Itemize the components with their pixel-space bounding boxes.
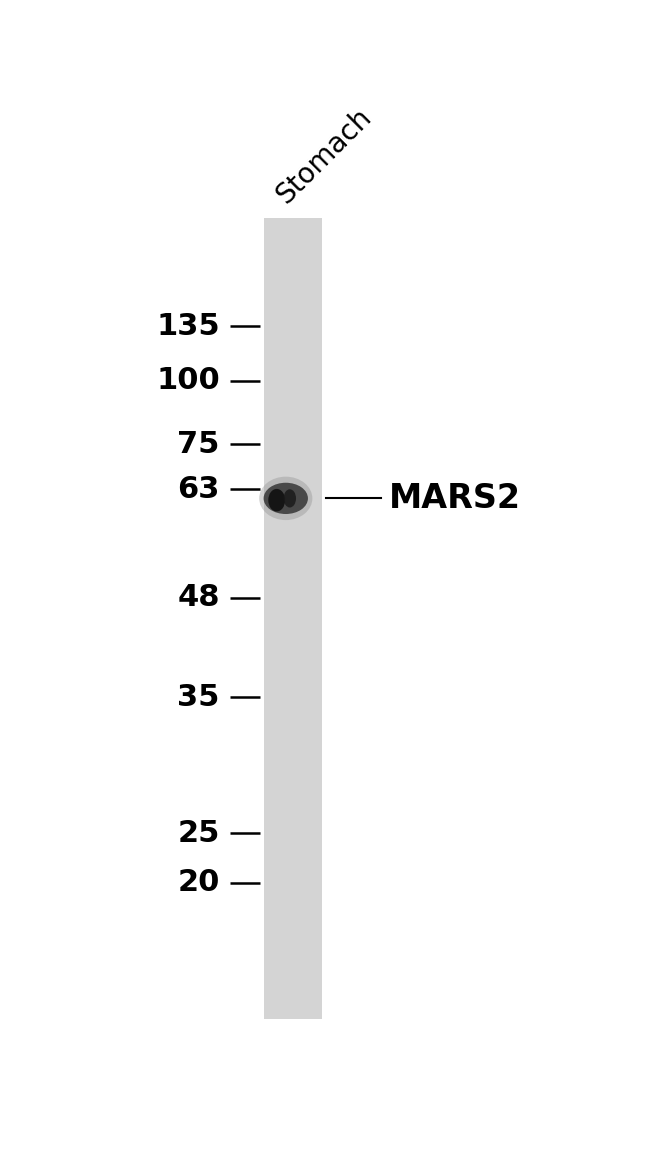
Text: 75: 75 — [177, 430, 220, 458]
Text: MARS2: MARS2 — [389, 482, 521, 515]
Text: 35: 35 — [177, 683, 220, 712]
Text: 135: 135 — [156, 313, 220, 341]
Ellipse shape — [283, 489, 296, 508]
Text: 48: 48 — [177, 584, 220, 612]
Text: 100: 100 — [156, 367, 220, 395]
Text: 63: 63 — [177, 475, 220, 504]
Text: 20: 20 — [177, 868, 220, 898]
Ellipse shape — [264, 483, 308, 513]
Text: 25: 25 — [177, 819, 220, 847]
Text: Stomach: Stomach — [270, 102, 377, 209]
Ellipse shape — [259, 477, 313, 521]
Ellipse shape — [268, 489, 285, 511]
Bar — [264, 217, 322, 1019]
